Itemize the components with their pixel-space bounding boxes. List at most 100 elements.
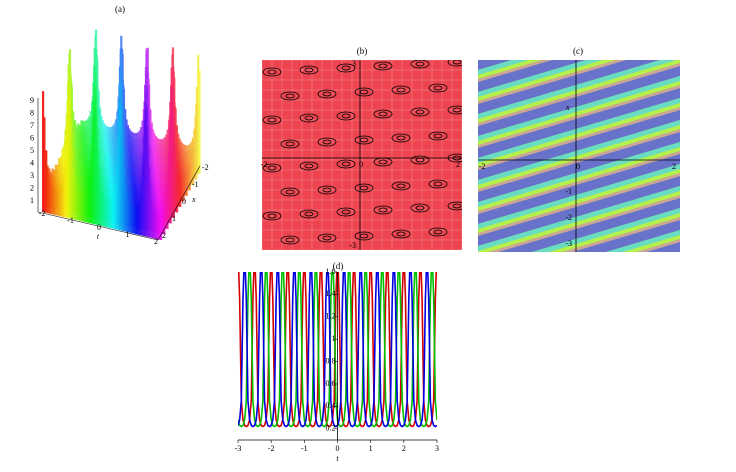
surface-strip	[106, 201, 110, 228]
surface-strip	[69, 146, 73, 219]
surface-strip	[187, 163, 190, 191]
contour	[396, 183, 406, 189]
surface-strip	[193, 127, 197, 180]
surface-strip	[126, 203, 130, 233]
x-axis-label: x	[191, 195, 196, 204]
density-plot	[478, 0, 680, 252]
contour	[471, 228, 479, 232]
contour	[433, 181, 443, 187]
panel-label: (a)	[115, 4, 125, 14]
contour	[471, 84, 479, 88]
contour	[341, 161, 351, 167]
surface-strip	[42, 91, 45, 212]
contour	[322, 139, 332, 145]
y-tick-label: 0.2	[326, 424, 336, 433]
contour	[391, 229, 411, 239]
density-band	[478, 0, 680, 38]
x-tick-label: 0	[359, 160, 363, 169]
surface-strip	[150, 205, 153, 238]
contour	[391, 133, 411, 143]
density-band	[562, 217, 680, 252]
surface-strip	[93, 106, 96, 225]
contour	[378, 207, 388, 213]
surface-strip	[81, 195, 84, 222]
density-band	[478, 60, 660, 114]
surface-strip	[101, 198, 104, 227]
surface-strip	[87, 190, 90, 223]
contour	[280, 235, 300, 245]
contour	[396, 231, 406, 237]
surface-strip	[60, 186, 63, 217]
z-tick-label: 9	[30, 96, 34, 105]
density-band	[478, 60, 677, 119]
x-tick-label: 2	[672, 162, 676, 171]
surface-strip	[44, 150, 47, 213]
surface-strip	[152, 208, 155, 239]
contour	[471, 132, 479, 136]
contour	[262, 115, 282, 125]
surface-strip	[122, 185, 126, 232]
y-tick-label: 3	[352, 59, 356, 68]
surface-strip	[157, 213, 160, 240]
surface-strip	[100, 195, 103, 226]
surface-strip	[104, 201, 107, 227]
surface-strip	[154, 212, 157, 239]
y-tick-label: 1.6	[326, 267, 336, 276]
x-tick-label: 1	[172, 214, 176, 223]
surface-strip	[184, 170, 187, 196]
surface-strip	[165, 193, 168, 229]
y-tick-label: 0.6	[326, 379, 336, 388]
contour	[267, 117, 277, 123]
density-band	[498, 198, 680, 252]
surface-strip	[57, 189, 61, 216]
surface-strip	[95, 140, 98, 225]
contour	[373, 109, 393, 119]
z-tick-label: 7	[30, 121, 34, 130]
x-tick-label: 3	[435, 444, 439, 453]
surface-strip	[192, 148, 195, 185]
contour	[378, 63, 388, 69]
contour	[471, 180, 479, 184]
surface-strip	[176, 175, 179, 213]
surface-strip	[149, 198, 152, 238]
surface-strip	[171, 106, 174, 218]
contour	[336, 63, 356, 73]
surface-strip	[130, 207, 134, 234]
density-band	[605, 230, 680, 252]
surface-strip	[75, 190, 78, 220]
contour	[452, 203, 462, 209]
panel-label: (d)	[333, 261, 344, 271]
density-band	[531, 208, 680, 252]
density-band	[478, 0, 680, 9]
density-band	[478, 151, 680, 214]
surface-strip	[51, 187, 54, 215]
surface-strip	[188, 162, 191, 191]
y-axis-label: x	[565, 103, 570, 112]
surface-strip	[73, 186, 77, 220]
surface-strip	[102, 199, 106, 227]
surface-strip	[61, 182, 65, 217]
surface-strip	[174, 165, 177, 213]
density-band	[478, 0, 680, 31]
contour	[396, 135, 406, 141]
surface-strip	[105, 201, 108, 228]
surface-strip	[198, 70, 201, 174]
contour	[447, 201, 462, 211]
contour-plot	[262, 60, 479, 250]
z-tick-label: 4	[30, 158, 34, 167]
density-band	[646, 242, 680, 252]
contour	[373, 61, 393, 71]
x-tick-label: 0	[576, 162, 580, 171]
panel-label: (c)	[573, 46, 583, 56]
density-band	[478, 154, 680, 224]
contour	[354, 135, 374, 145]
surface-strip	[67, 101, 70, 218]
axis	[37, 211, 159, 241]
surface-strip	[108, 201, 111, 228]
density-band	[478, 173, 680, 236]
surface-strip	[158, 214, 161, 240]
density-band	[478, 142, 680, 207]
x-axis-label: t	[336, 454, 339, 463]
surface-strip	[80, 195, 83, 222]
surface-strip	[91, 152, 94, 224]
